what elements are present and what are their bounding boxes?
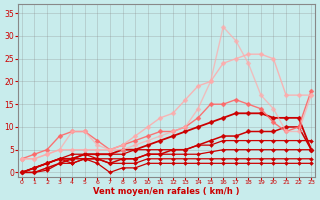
X-axis label: Vent moyen/en rafales ( km/h ): Vent moyen/en rafales ( km/h ) (93, 187, 240, 196)
